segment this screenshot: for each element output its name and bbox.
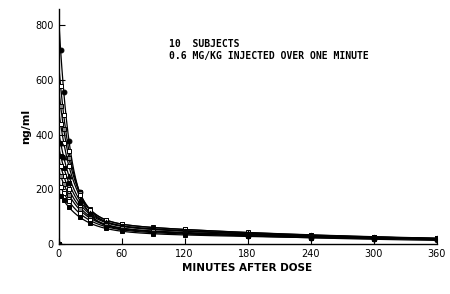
Text: 10  SUBJECTS
0.6 MG/KG INJECTED OVER ONE MINUTE: 10 SUBJECTS 0.6 MG/KG INJECTED OVER ONE …	[169, 39, 369, 61]
X-axis label: MINUTES AFTER DOSE: MINUTES AFTER DOSE	[182, 263, 313, 273]
Y-axis label: ng/ml: ng/ml	[21, 109, 31, 144]
